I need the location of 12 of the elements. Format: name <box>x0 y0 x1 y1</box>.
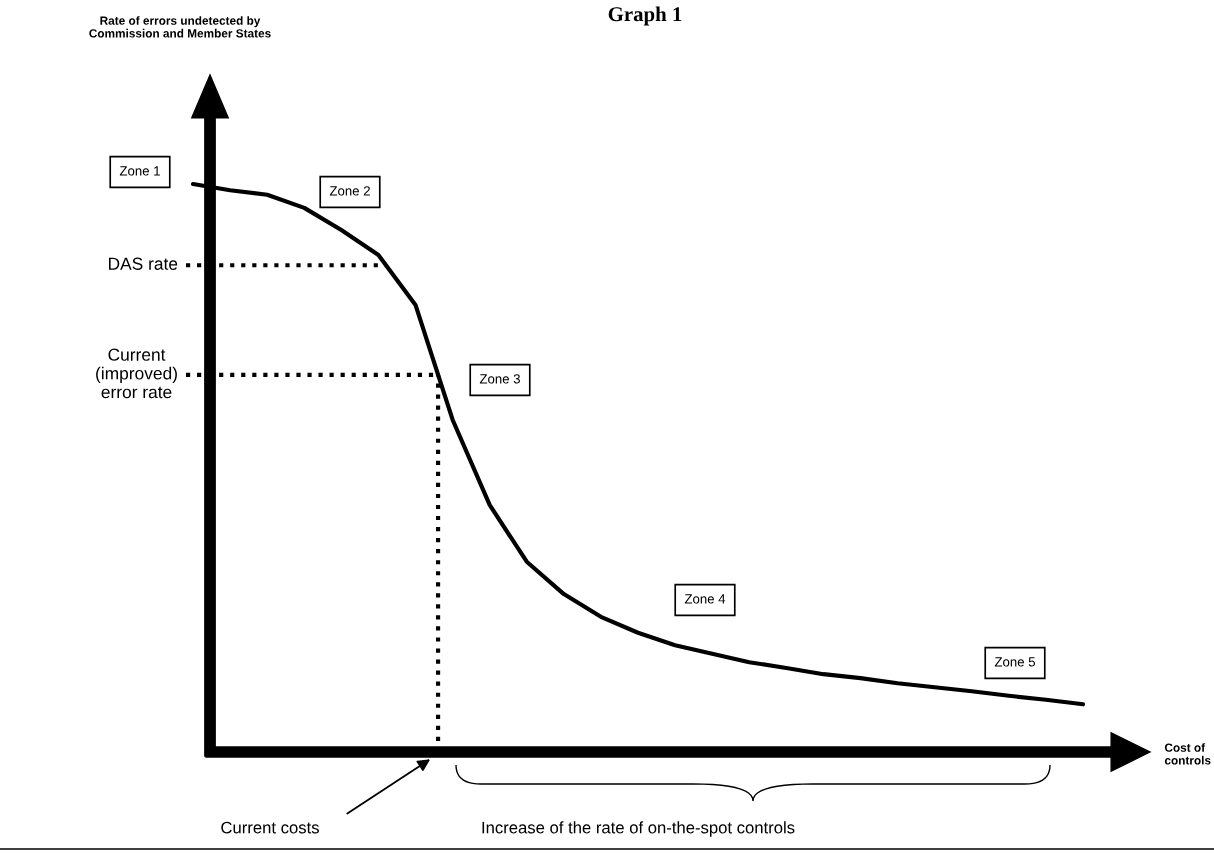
annotation: Zone 4 <box>684 594 726 604</box>
annotation: Zone 3 <box>479 374 520 384</box>
ref-line-label: Current (improved) error rate <box>96 348 177 399</box>
x-axis-title: Cost of controls <box>1164 743 1211 765</box>
annotation: Zone 5 <box>994 657 1035 667</box>
text: Zone 1 <box>119 166 160 176</box>
chart-title: Graph 1 <box>608 6 682 26</box>
text: Rate of errors undetected by Commission and Member States <box>89 16 271 38</box>
text: Increase of the rate of on-the-spot controls <box>482 821 795 837</box>
annotation: Zone 2 <box>329 186 370 196</box>
text: Current costs <box>221 821 319 834</box>
ref-line-label: DAS rate <box>108 257 178 270</box>
